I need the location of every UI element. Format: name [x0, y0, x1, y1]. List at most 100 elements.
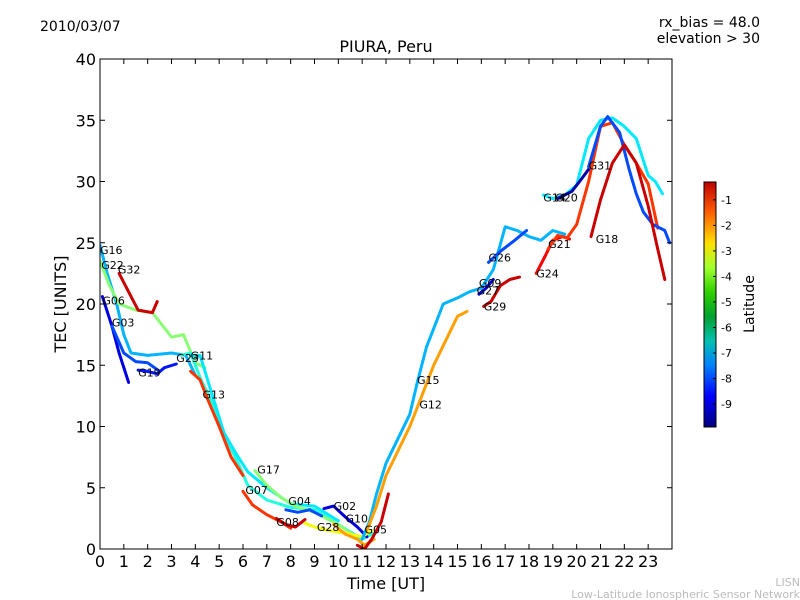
x-tick-label: 3: [166, 552, 176, 571]
x-axis-label: Time [UT]: [346, 574, 425, 593]
x-tick-label: 7: [262, 552, 272, 571]
date-label: 2010/03/07: [40, 19, 121, 35]
colorbar-tick-label: -6: [721, 321, 732, 334]
sat-label-g20: G20: [555, 191, 578, 204]
x-tick-label: 20: [566, 552, 586, 571]
colorbar-tick-label: -7: [721, 347, 732, 360]
x-axis: 0 1 2 3 4 5 6 7 8 9 10 11 12 13 14 15 16 17 18 19 20 21 22 23: [95, 59, 658, 571]
x-tick-label: 22: [614, 552, 634, 571]
colorbar: -1 -2 -3 -4 -5 -6 -7 -8 -9 Latitude: [703, 181, 758, 428]
colorbar-tick-label: -4: [721, 270, 732, 283]
series-line-g04: [284, 508, 324, 518]
colorbar-tick-label: -9: [721, 398, 732, 411]
series-line-g29: [482, 275, 521, 308]
series-line-g20: [556, 167, 591, 201]
x-tick-label: 5: [214, 552, 224, 571]
series-layer: [100, 115, 672, 549]
y-axis-label: TEC [UNITS]: [51, 256, 70, 354]
x-tick-label: 1: [119, 552, 129, 571]
sat-label-g29: G29: [484, 300, 507, 313]
sat-label-g09: G09: [479, 277, 502, 290]
sat-label-g10: G10: [346, 512, 369, 525]
sat-label-g04: G04: [288, 495, 311, 508]
x-tick-label: 4: [190, 552, 200, 571]
y-axis: 0 5 10 15 20 25 30 35 40: [76, 50, 672, 559]
sat-label-g15: G15: [417, 374, 440, 387]
sat-label-g19: G19: [138, 367, 161, 380]
sat-label-g27: G27: [477, 285, 500, 298]
x-tick-label: 14: [423, 552, 443, 571]
colorbar-tick-label: -2: [721, 219, 732, 232]
footer-network: Low-Latitude Ionospheric Sensor Network: [571, 588, 800, 600]
sat-label-g06: G06: [102, 294, 125, 307]
sat-label-g31: G31: [589, 160, 612, 173]
sat-label-g18: G18: [596, 233, 619, 246]
series-line-g03: [110, 324, 162, 373]
x-tick-label: 6: [238, 552, 248, 571]
rx-bias-label: rx_bias = 48.0: [659, 15, 760, 31]
series-line-g06: [100, 295, 131, 384]
x-tick-label: 19: [543, 552, 563, 571]
sat-label-g02: G02: [334, 500, 357, 513]
chart-title: PIURA, Peru: [339, 37, 432, 56]
y-tick-label: 40: [76, 50, 96, 69]
x-tick-label: 11: [352, 552, 372, 571]
series-line-g08: [274, 516, 307, 529]
y-tick-label: 35: [76, 111, 96, 130]
sat-label-g28: G28: [317, 521, 340, 534]
x-tick-label: 10: [328, 552, 348, 571]
x-tick-label: 16: [471, 552, 491, 571]
series-line-g17: [253, 469, 355, 536]
y-tick-label: 5: [86, 479, 96, 498]
series-line-g13: [189, 369, 245, 477]
x-tick-label: 12: [376, 552, 396, 571]
x-tick-label: 21: [590, 552, 610, 571]
sat-label-g22: G22: [101, 259, 124, 272]
sat-label-g11: G11: [191, 349, 214, 362]
colorbar-ticks: -1 -2 -3 -4 -5 -6 -7 -8 -9: [713, 194, 732, 411]
series-line-g15: [360, 286, 483, 541]
series-line-g11: [189, 353, 340, 523]
series-line-g02: [322, 504, 369, 539]
x-tick-label: 15: [447, 552, 467, 571]
footer-lisn: LISN: [775, 576, 800, 589]
sat-label-g26: G26: [489, 251, 512, 264]
series-line-g27: [477, 278, 495, 296]
x-tick-label: 23: [638, 552, 658, 571]
x-tick-label: 9: [309, 552, 319, 571]
sat-label-g23: G23: [176, 352, 199, 365]
sat-label-g07: G07: [245, 484, 268, 497]
sat-label-g12: G12: [419, 398, 442, 411]
y-tick-label: 25: [76, 234, 96, 253]
colorbar-label: Latitude: [742, 275, 758, 333]
sat-label-g32: G32: [118, 264, 141, 277]
colorbar-tick-label: -5: [721, 296, 732, 309]
y-tick-label: 10: [76, 418, 96, 437]
colorbar-tick-label: -1: [721, 194, 732, 207]
series-line-g26: [487, 229, 529, 264]
series-line-g31: [587, 115, 672, 245]
x-tick-label: 8: [286, 552, 296, 571]
y-tick-label: 30: [76, 173, 96, 192]
sat-label-g17: G17: [257, 463, 280, 476]
sat-label-g16: G16: [100, 244, 123, 257]
sat-label-g24: G24: [536, 267, 559, 280]
colorbar-tick-label: -3: [721, 245, 732, 258]
sat-label-g14: G14: [543, 191, 566, 204]
x-tick-label: 13: [400, 552, 420, 571]
y-tick-label: 0: [86, 540, 96, 559]
colorbar-gradient: [703, 181, 717, 428]
series-line-g12: [365, 309, 469, 533]
series-line-g32: [117, 271, 159, 315]
y-tick-label: 20: [76, 295, 96, 314]
colorbar-tick-label: -8: [721, 373, 732, 386]
x-tick-label: 2: [143, 552, 153, 571]
y-tick-label: 15: [76, 356, 96, 375]
sat-label-g21: G21: [548, 238, 571, 251]
sat-label-g03: G03: [112, 316, 135, 329]
elevation-label: elevation > 30: [657, 31, 760, 47]
x-tick-label: 18: [519, 552, 539, 571]
series-line-g19: [136, 362, 178, 376]
